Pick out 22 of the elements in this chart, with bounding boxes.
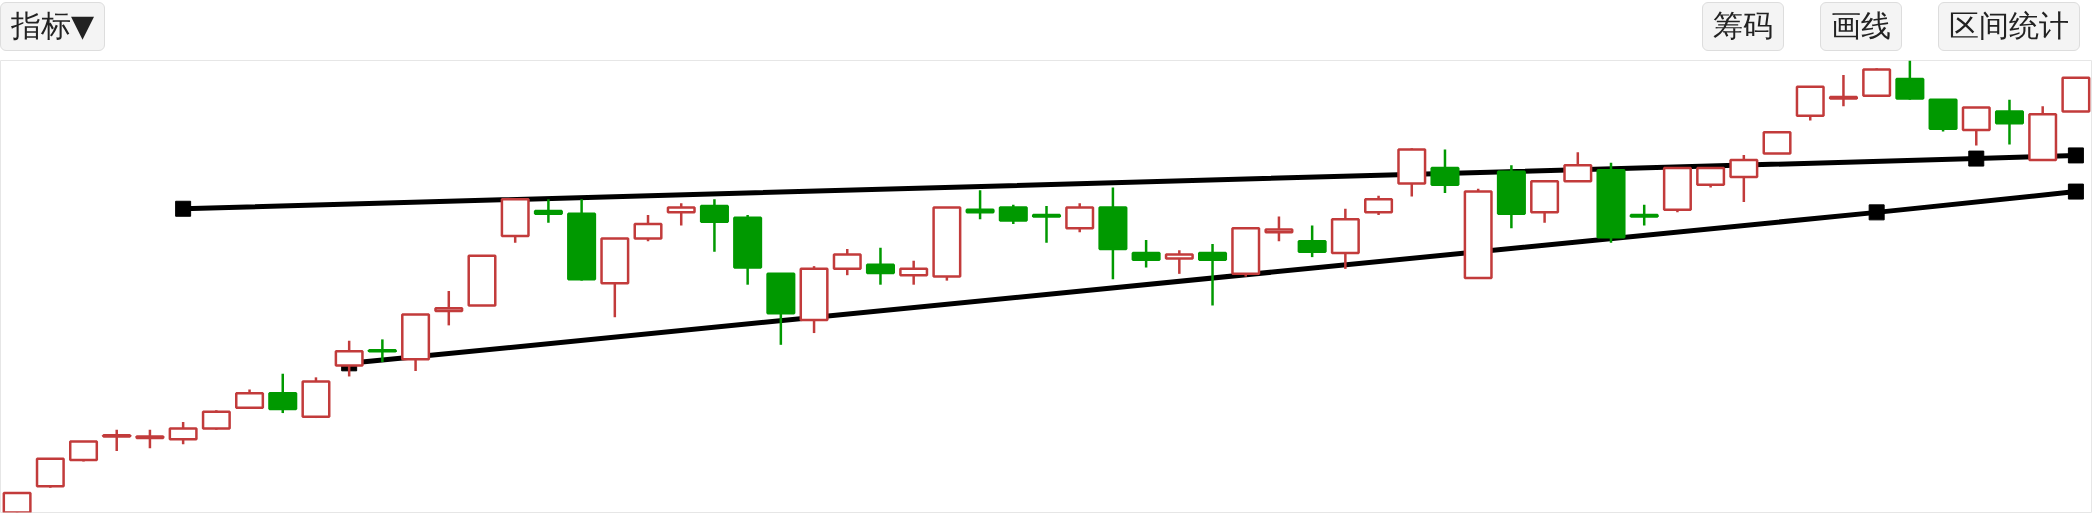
- point: [2067, 147, 2084, 164]
- text: 筹码: [1702, 2, 1784, 51]
- candlestick: [367, 338, 397, 364]
- point: [1868, 204, 1885, 221]
- candlestick: [102, 428, 132, 453]
- text: 区间统计: [1938, 2, 2080, 51]
- candlestick: [1828, 73, 1858, 108]
- candlestick: [965, 188, 995, 221]
- point: [2067, 183, 2084, 200]
- candlestick: [1198, 242, 1228, 307]
- point: [1968, 150, 1985, 167]
- candlestick: [1629, 203, 1659, 227]
- candlestick: [1031, 204, 1062, 244]
- candlestick: [434, 289, 464, 327]
- candlestick: [1131, 238, 1161, 269]
- text: 画线: [1820, 2, 1902, 51]
- candlestick: [533, 198, 563, 225]
- point: [175, 200, 192, 217]
- candlestick: [666, 202, 696, 227]
- candlestick: [1264, 215, 1294, 243]
- text: 指标▼: [0, 2, 106, 51]
- candlestick: [135, 428, 165, 450]
